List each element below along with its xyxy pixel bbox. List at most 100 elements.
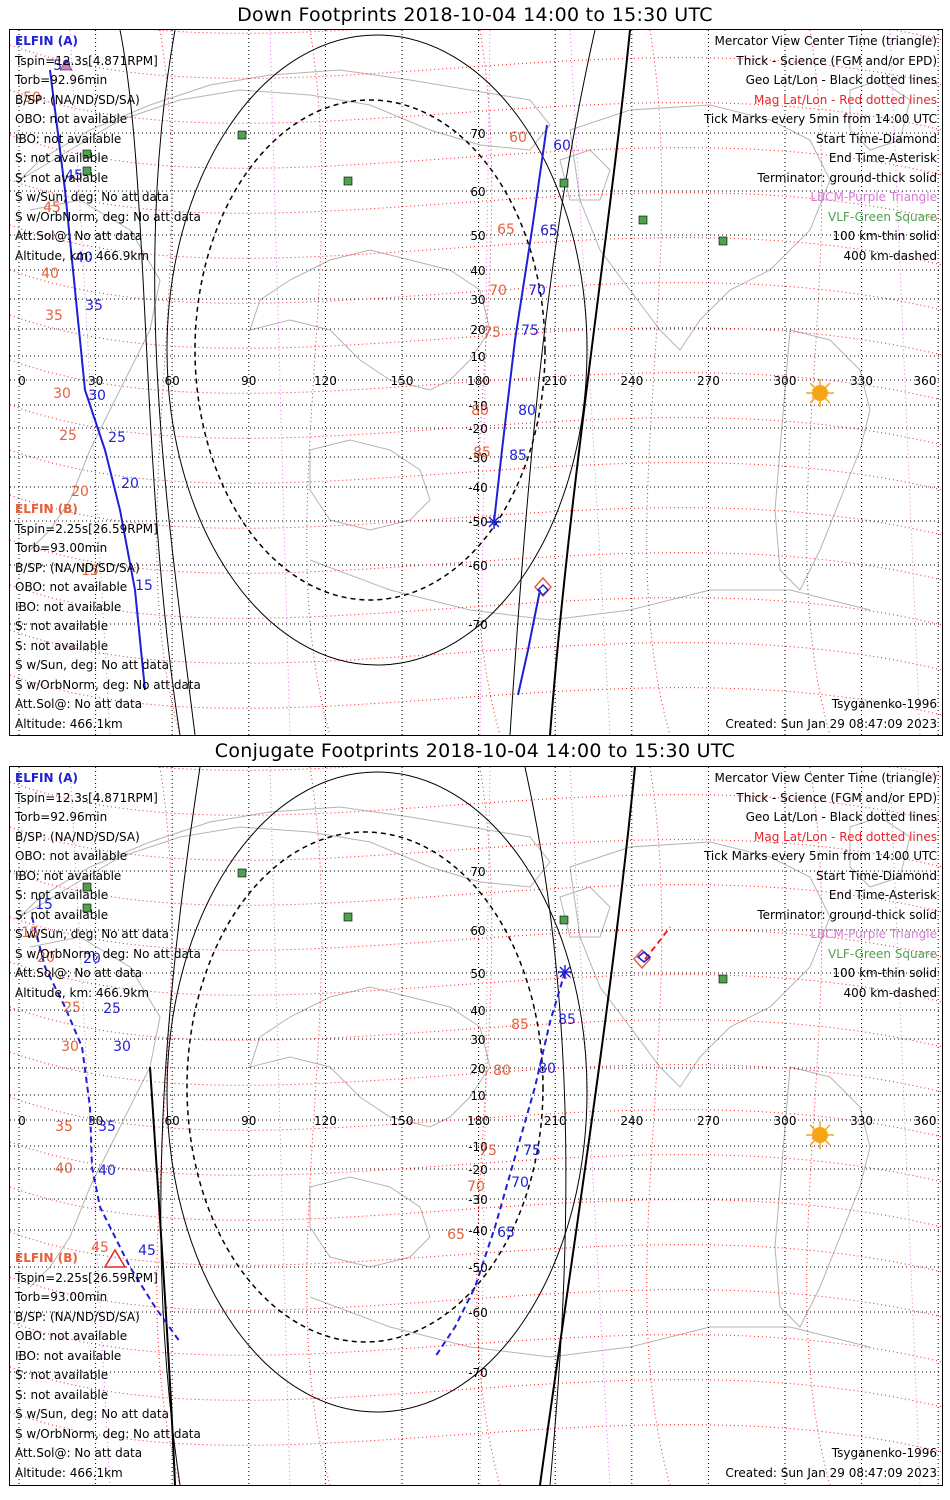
vlf-station-square	[82, 166, 92, 176]
elfin-a-line: S: not available	[15, 170, 109, 185]
sun-icon	[806, 379, 834, 407]
track-b-time-label: 80	[538, 1061, 556, 1077]
track-a-time-label: 45	[65, 168, 83, 184]
track-b-time-label: 70	[511, 1175, 529, 1191]
lat-tick-label: 60	[470, 185, 485, 199]
lat-tick-label: 20	[470, 1062, 485, 1076]
elfin-b-name: ELFIN (B)	[15, 1251, 78, 1265]
footprint-100km-ellipse	[166, 34, 588, 666]
legend-item: Terminator: ground-thick solid	[757, 907, 937, 922]
lon-tick-label: 360	[914, 374, 937, 388]
legend-item: 400 km-dashed	[843, 985, 937, 1000]
elfin-a-line: S: not available	[15, 888, 109, 902]
lat-tick-label: 30	[470, 293, 485, 307]
lat-tick-label: -60	[468, 1306, 488, 1320]
elfin-b-line: S w/Sun, deg: No att data	[15, 658, 169, 672]
lat-tick-label: -30	[468, 451, 488, 465]
lon-tick-label: 30	[88, 374, 103, 388]
elfin-a-line: IBO: not available	[15, 131, 122, 146]
mag-lat-label: 65	[497, 222, 515, 238]
mag-longitude-line	[476, 767, 501, 1485]
lon-tick-label: 90	[241, 1114, 256, 1128]
elfin-a-name: ELFIN (A)	[15, 771, 78, 785]
mag-longitude-line	[646, 767, 671, 1485]
vlf-stations	[82, 130, 728, 246]
track-time-labels: 50 45 40 35 30 25 20 15 60 65 70 75 80 85 50 45 40 35 30 25…	[23, 58, 571, 594]
vlf-station-square	[343, 176, 353, 186]
panel-2-title: Conjugate Footprints 2018-10-04 14:00 to…	[214, 740, 736, 762]
track-b-time-label: 85	[509, 448, 527, 464]
vlf-station-square	[559, 915, 569, 925]
elfin-b-line: Altitude: 466.1km	[15, 1465, 123, 1480]
lon-tick-label: 270	[697, 1114, 720, 1128]
mag-lat-label: 45	[91, 1240, 109, 1256]
legend-item: Tick Marks every 5min from 14:00 UTC	[703, 112, 937, 126]
legend-item: VLF-Green Square	[828, 946, 937, 961]
map-canvas: 0 30 60 90 120 150 180 210 240 270 300 330 360706050…	[10, 30, 942, 735]
lat-tick-label: 10	[470, 350, 485, 364]
mag-lat-label: 85	[511, 1017, 529, 1033]
footer-info: Tsyganenko-1996 Created: Sun Jan 29 08:4…	[725, 1444, 937, 1483]
track-a-time-label: 35	[98, 1119, 116, 1135]
elfin-a-line: Altitude, km: 466.9km	[15, 985, 150, 1000]
lat-tick-label: -20	[468, 1163, 488, 1177]
lon-tick-label: 150	[391, 1114, 414, 1128]
lat-tick-label: -70	[468, 618, 488, 632]
footprint-400km-ellipse	[194, 99, 546, 601]
vlf-station-square	[82, 903, 92, 913]
elfin-b-line: Torb=93.00min	[15, 1290, 108, 1304]
mag-lat-label: 40	[55, 1161, 73, 1177]
elfin-a-line: S w/OrbNorm, deg: No att data	[15, 209, 201, 224]
mag-lat-label: 85	[473, 445, 491, 461]
elfin-a-name: ELFIN (A)	[15, 34, 78, 48]
elfin-a-line: Tspin=12.3s[4.871RPM]	[15, 53, 158, 68]
track-time-labels: 1520253035404585807570651520253035404585…	[21, 897, 576, 1259]
track-a-time-label: 45	[138, 1243, 156, 1259]
track-b-time-label: 65	[497, 1225, 515, 1241]
mag-lat-label: 45	[43, 200, 61, 216]
lbcm-meridian	[479, 30, 491, 735]
legend-item: LBCM-Purple Triangle	[810, 927, 937, 941]
elfin-a-track	[49, 69, 146, 691]
lon-tick-label: 180	[467, 1114, 490, 1128]
vlf-station-square	[343, 912, 353, 922]
lbcm-markers	[69, 30, 921, 735]
lbcm-meridian	[889, 30, 921, 735]
elfin-b-line: B/SP: (NA/ND/SD/SA)	[15, 560, 140, 575]
legend-item: Mag Lat/Lon - Red dotted lines	[753, 829, 937, 844]
elfin-b-line: OBO: not available	[15, 580, 128, 594]
elfin-b-line: IBO: not available	[15, 1348, 122, 1363]
lat-tick-label: 50	[470, 967, 485, 981]
legend: Mercator View Center Time (triangle) Thi…	[704, 769, 937, 1003]
elfin-b-name: ELFIN (B)	[15, 502, 78, 516]
model-name: Tsyganenko-1996	[831, 1446, 937, 1460]
lat-tick-label: 50	[470, 229, 485, 243]
mag-lat-label: 20	[71, 484, 89, 500]
elfin-a-track	[31, 916, 181, 1343]
mag-lat-label: 35	[55, 1119, 73, 1135]
elfin-b-line: S: not available	[15, 1368, 109, 1382]
elfin-a-line: B/SP: (NA/ND/SD/SA)	[15, 92, 140, 107]
elfin-b-track	[434, 971, 566, 1358]
lat-tick-label: 60	[470, 924, 485, 938]
elfin-b-line: Tspin=2.25s[26.59RPM]	[15, 1270, 158, 1285]
map-canvas: 0 30 60 90 120 150 180 210 240 270 300 330 360706050…	[10, 767, 942, 1485]
elfin-b-line: Att.Sol@: No att data	[15, 697, 143, 711]
lon-tick-label: 240	[620, 374, 643, 388]
lat-tick-label: -10	[468, 399, 488, 413]
mag-lat-label: 80	[471, 403, 489, 419]
legend-item: Thick - Science (FGM and/or EPD)	[736, 790, 937, 805]
vlf-station-square	[82, 149, 92, 159]
footprint-100km-ellipse	[166, 771, 588, 1413]
elfin-b-line: Torb=93.00min	[15, 541, 108, 555]
elfin-b-line: S w/OrbNorm, deg: No att data	[15, 677, 201, 692]
track-b-time-label: 65	[540, 223, 558, 239]
elfin-b-info: ELFIN (B) Tspin=2.25s[26.59RPM] Torb=93.…	[15, 500, 201, 734]
track-b-time-label: 70	[528, 283, 546, 299]
elfin-b-line: OBO: not available	[15, 1329, 128, 1343]
view-center-triangle-a	[103, 1248, 127, 1268]
lon-tick-label: 210	[544, 374, 567, 388]
lat-tick-label: 70	[470, 865, 485, 879]
elfin-a-line: Tspin=12.3s[4.871RPM]	[15, 790, 158, 805]
lat-tick-label: -60	[468, 559, 488, 573]
